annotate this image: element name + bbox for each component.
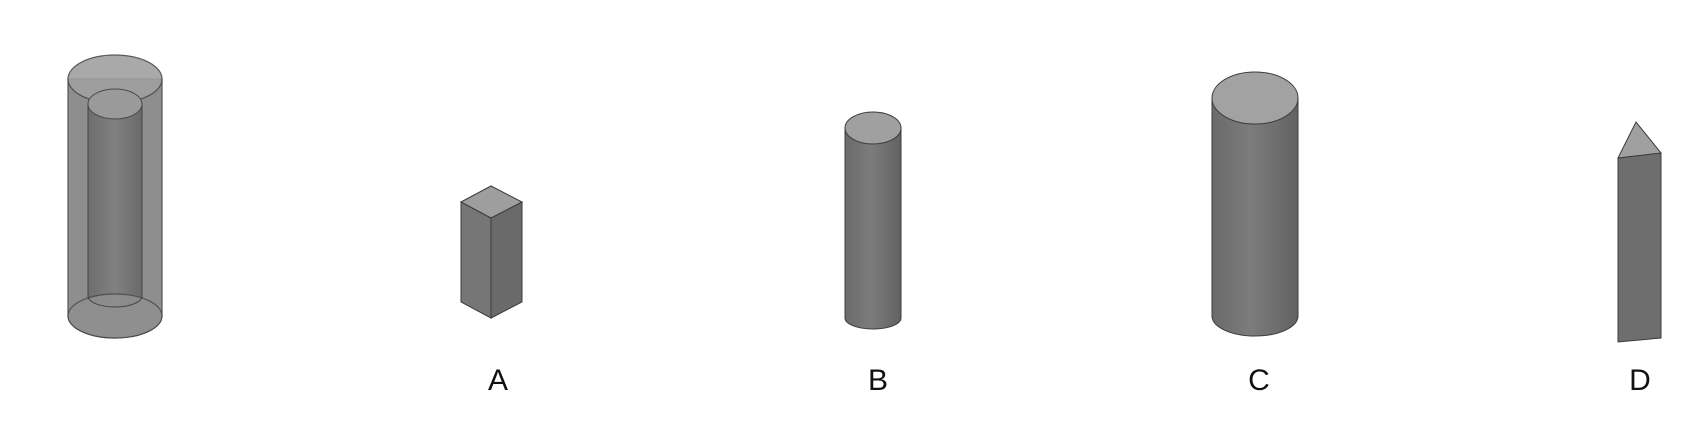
prism-front-face (1617, 152, 1662, 343)
option-a-square-prism (459, 185, 524, 319)
option-c-label: C (1248, 364, 1270, 397)
option-b-thin-cylinder (844, 111, 902, 330)
option-c-wide-cylinder (1211, 71, 1299, 337)
reference-hollow-cylinder (67, 54, 163, 339)
prism-left-face (460, 201, 492, 319)
option-d-label: D (1629, 364, 1651, 397)
cylinder-top-face (844, 111, 902, 145)
cylinder-body (1211, 97, 1299, 337)
prism-top-face (1617, 121, 1662, 159)
prism-right-face (490, 201, 523, 319)
cylinder-top-face (1211, 71, 1299, 125)
prism-top-face (459, 185, 524, 219)
option-d-triangular-prism (1617, 121, 1662, 343)
option-a-label: A (487, 364, 508, 397)
inner-cylinder-body (87, 103, 143, 308)
inner-bottom-edge (87, 295, 143, 308)
inner-top-face (87, 88, 143, 120)
outer-bottom-face (67, 293, 163, 339)
cylinder-body (844, 127, 902, 330)
option-b-label: B (867, 364, 888, 397)
